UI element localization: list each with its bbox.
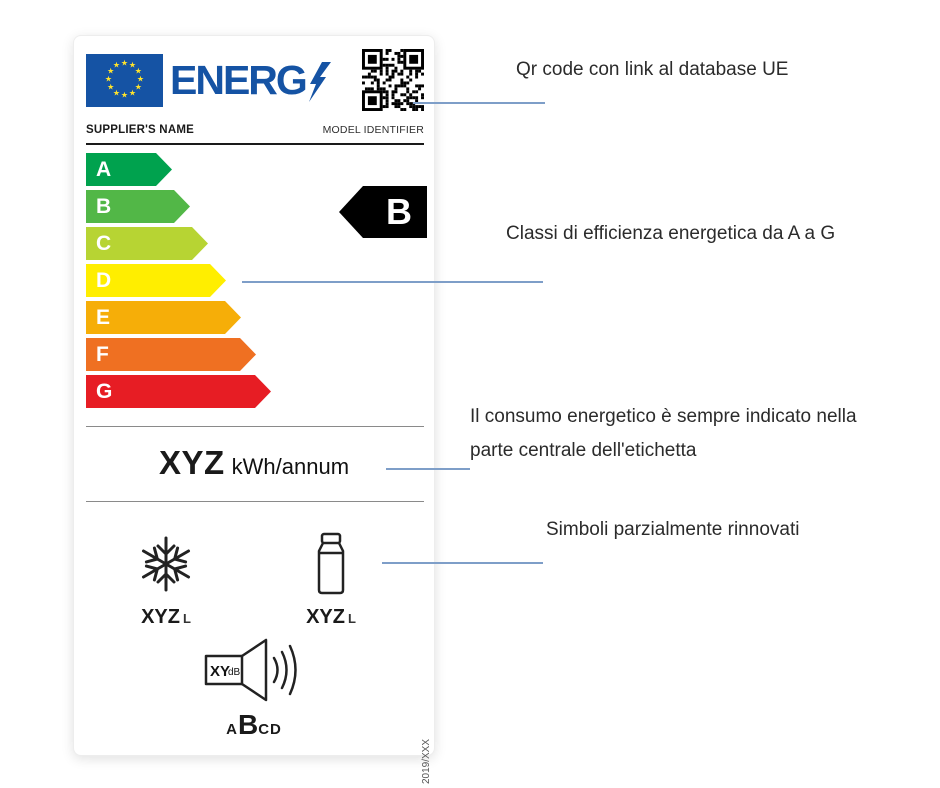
supplier-name: SUPPLIER'S NAME [86,124,194,136]
svg-text:★: ★ [113,88,120,97]
energy-class-arrow-d: D [86,264,226,297]
fridge-volume-label: XYZ L [276,606,386,629]
energy-class-letter: E [96,306,111,329]
svg-text:★: ★ [129,88,136,97]
svg-text:★: ★ [107,66,114,75]
rating-value: B [386,191,412,232]
snowflake-icon [111,532,221,596]
noise-class: ABCD [74,709,434,741]
connector-line-classes [242,281,543,283]
consumption-unit: kWh/annum [231,454,350,479]
rating-arrow: B [339,186,427,238]
bottle-icon [276,532,386,596]
svg-text:★: ★ [129,60,136,69]
fridge-volume-unit: L [347,611,356,626]
svg-text:★: ★ [135,66,142,75]
divider-top [86,426,424,427]
noise-block: XY dB ABCD [74,638,434,741]
annotation-symbols: Simboli parzialmente rinnovati [546,519,800,540]
connector-line-qr [413,102,545,104]
annotation-qr-code: Qr code con link al database UE [516,59,789,80]
svg-text:★: ★ [121,90,128,99]
freezer-volume-unit: L [182,611,191,626]
energy-class-arrow-e: E [86,301,241,334]
consumption-value: XYZ [158,444,225,481]
energy-class-arrow-f: F [86,338,256,371]
fridge-volume-value: XYZ [306,606,345,628]
energy-class-letter: D [96,269,112,292]
svg-text:★: ★ [121,58,128,67]
noise-unit: dB [228,667,241,678]
svg-text:★: ★ [107,82,114,91]
energy-class-arrow-c: C [86,227,208,260]
label-header: ★ ★ ★ ★ ★ ★ ★ ★ ★ ★ ★ ★ ENERG [86,48,424,112]
energy-class-letter: B [96,195,112,218]
energ-logo-text: ENERG [170,56,308,103]
energy-class-arrow-b: B [86,190,190,223]
qr-code-icon [362,49,424,111]
annotation-consumption: Il consumo energetico è sempre indicato … [470,406,857,461]
freezer-volume-label: XYZ L [111,606,221,629]
svg-text:★: ★ [105,74,112,83]
noise-class-prefix: A [226,721,238,738]
energy-class-arrow-a: A [86,153,172,186]
model-identifier: MODEL IDENTIFIER [322,124,424,136]
noise-class-letter: B [237,709,259,740]
divider-bottom [86,501,424,502]
noise-class-suffix: CD [258,721,282,738]
energy-class-arrow-g: G [86,375,271,408]
consumption-block: XYZ kWh/annum [74,444,434,482]
svg-text:★: ★ [135,82,142,91]
connector-line-consumption [386,468,470,470]
freezer-volume-block: XYZ L [111,532,221,629]
energy-class-letter: C [96,232,112,255]
energy-class-letter: A [96,158,112,181]
energy-class-letter: G [96,380,113,403]
eu-energy-label: ★ ★ ★ ★ ★ ★ ★ ★ ★ ★ ★ ★ ENERG SUPPLIER'S NAME … [73,35,435,784]
eu-flag-icon: ★ ★ ★★ ★★ ★★ ★★ ★★ [86,53,163,107]
fridge-volume-block: XYZ L [276,532,386,629]
svg-text:★: ★ [113,60,120,69]
supplier-row: SUPPLIER'S NAME MODEL IDENTIFIER [86,124,424,145]
regulation-number: 2019/XXX [421,739,432,785]
energy-class-scale: A B C D E F G [86,153,271,412]
lightning-bolt-icon [308,61,331,102]
annotation-energy-classes: Classi di efficienza energetica da A a G [506,223,836,244]
noise-value: XY [210,663,230,680]
connector-line-symbols [382,562,543,564]
energy-class-letter: F [96,343,109,366]
speaker-icon: XY dB [204,638,297,702]
freezer-volume-value: XYZ [141,606,180,628]
svg-text:★: ★ [137,74,144,83]
